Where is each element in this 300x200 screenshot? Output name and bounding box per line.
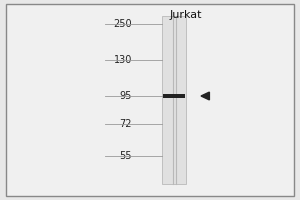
Text: 95: 95 bbox=[120, 91, 132, 101]
Text: 130: 130 bbox=[114, 55, 132, 65]
Bar bbox=[162, 16, 186, 184]
Polygon shape bbox=[201, 92, 209, 100]
Text: Jurkat: Jurkat bbox=[170, 10, 202, 20]
FancyBboxPatch shape bbox=[6, 4, 294, 196]
Text: 250: 250 bbox=[113, 19, 132, 29]
Text: 72: 72 bbox=[119, 119, 132, 129]
Text: 55: 55 bbox=[119, 151, 132, 161]
Bar bbox=[164, 94, 184, 98]
